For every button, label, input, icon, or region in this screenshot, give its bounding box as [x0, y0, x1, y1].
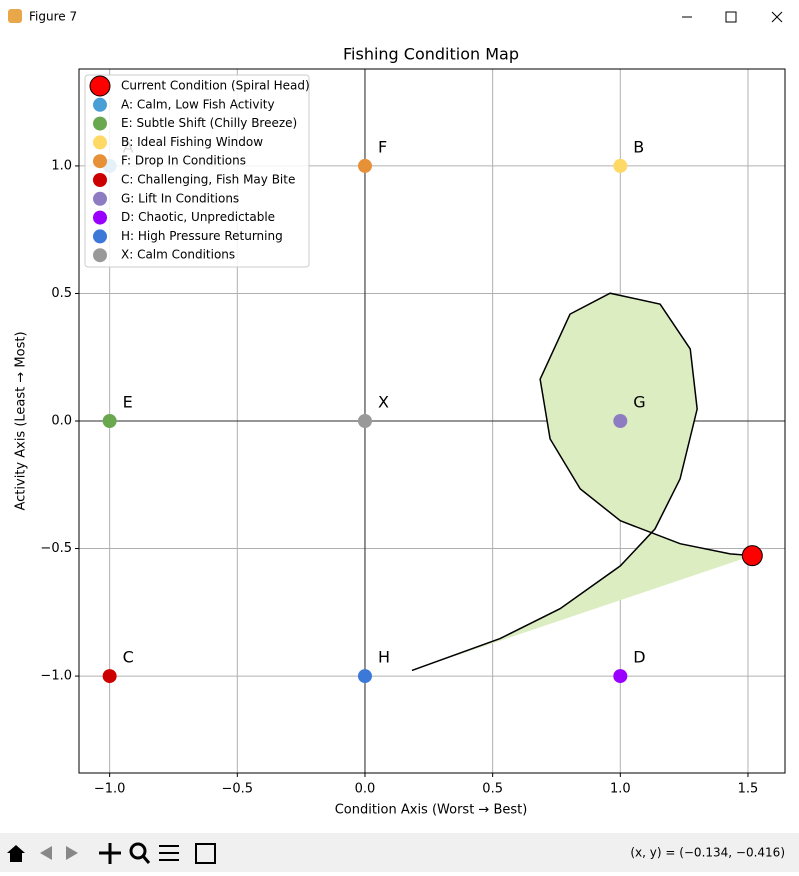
- legend-marker: [93, 191, 107, 206]
- legend-label: Current Condition (Spiral Head): [121, 79, 310, 93]
- zoom-button[interactable]: [129, 842, 147, 860]
- chart-title: Fishing Condition Map: [343, 45, 519, 64]
- legend-label: C: Challenging, Fish May Bite: [121, 173, 295, 187]
- maximize-button[interactable]: [725, 11, 737, 23]
- app-icon: [8, 9, 22, 23]
- legend-label: G: Lift In Conditions: [121, 191, 239, 205]
- point-label: D: [633, 648, 645, 667]
- legend-label: X: Calm Conditions: [121, 248, 235, 262]
- legend-box: [84, 74, 310, 268]
- legend-label: H: High Pressure Returning: [121, 229, 283, 243]
- home-button[interactable]: [7, 845, 25, 862]
- legend-marker: [93, 173, 107, 187]
- point-label: E: [123, 393, 133, 412]
- point: [613, 669, 628, 684]
- point: [613, 414, 628, 428]
- x-tick-label: 1.5: [738, 782, 759, 797]
- point-label: X: [378, 393, 389, 412]
- legend-label: F: Drop In Conditions: [121, 154, 246, 168]
- plot-frame: [78, 68, 786, 774]
- legend-marker: [93, 116, 107, 131]
- zoom-handle: [141, 855, 151, 864]
- y-tick-label: −1.0: [40, 669, 72, 684]
- legend-marker: [93, 97, 107, 112]
- window-title: Figure 7: [29, 10, 77, 24]
- x-tick-label: 0.5: [482, 782, 503, 797]
- legend-marker: [93, 135, 107, 150]
- point: [102, 414, 117, 428]
- toolbar: [0, 833, 799, 872]
- x-tick-label: −0.5: [222, 782, 254, 797]
- y-tick-label: 0.5: [51, 286, 72, 301]
- x-tick-label: 0.0: [355, 782, 376, 797]
- point: [102, 669, 117, 684]
- legend-label: A: Calm, Low Fish Activity: [121, 97, 275, 111]
- point-label: B: [633, 137, 644, 156]
- point: [357, 414, 372, 428]
- legend-label: B: Ideal Fishing Window: [121, 135, 263, 149]
- legend-marker: [89, 75, 111, 97]
- configure-button[interactable]: [159, 845, 179, 861]
- legend: Current Condition (Spiral Head) A: Calm, …: [84, 74, 310, 268]
- legend-marker: [93, 154, 107, 169]
- x-tick-label: 1.0: [610, 782, 631, 797]
- point-label: F: [378, 137, 387, 156]
- point: [613, 158, 628, 173]
- point-label: C: [123, 648, 134, 667]
- cursor-status: (x, y) = (−0.134, −0.416): [630, 846, 785, 860]
- legend-marker: [93, 229, 107, 244]
- legend-marker: [93, 210, 107, 225]
- x-tick-label: −1.0: [94, 782, 126, 797]
- y-axis-label: Activity Axis (Least → Most): [14, 331, 29, 510]
- legend-label: E: Subtle Shift (Chilly Breeze): [121, 116, 297, 130]
- save-button[interactable]: [195, 843, 216, 864]
- point: [357, 158, 372, 173]
- point-label: G: [633, 393, 645, 412]
- spiral-line: [411, 292, 753, 672]
- legend-label: D: Chaotic, Unpredictable: [121, 210, 275, 224]
- title-bar: [0, 0, 799, 33]
- y-tick-label: 1.0: [51, 158, 72, 173]
- point-label: H: [378, 648, 390, 667]
- forward-button[interactable]: [66, 846, 78, 860]
- point: [357, 669, 372, 684]
- y-tick-label: 0.0: [51, 414, 72, 429]
- spiral-fill: [411, 293, 753, 671]
- close-button[interactable]: [771, 11, 783, 23]
- x-axis-label: Condition Axis (Worst → Best): [335, 803, 528, 818]
- spiral-head: [741, 545, 763, 567]
- pan-button[interactable]: [99, 843, 121, 864]
- legend-marker: [93, 248, 107, 263]
- back-button[interactable]: [40, 846, 52, 860]
- y-tick-label: −0.5: [40, 541, 72, 556]
